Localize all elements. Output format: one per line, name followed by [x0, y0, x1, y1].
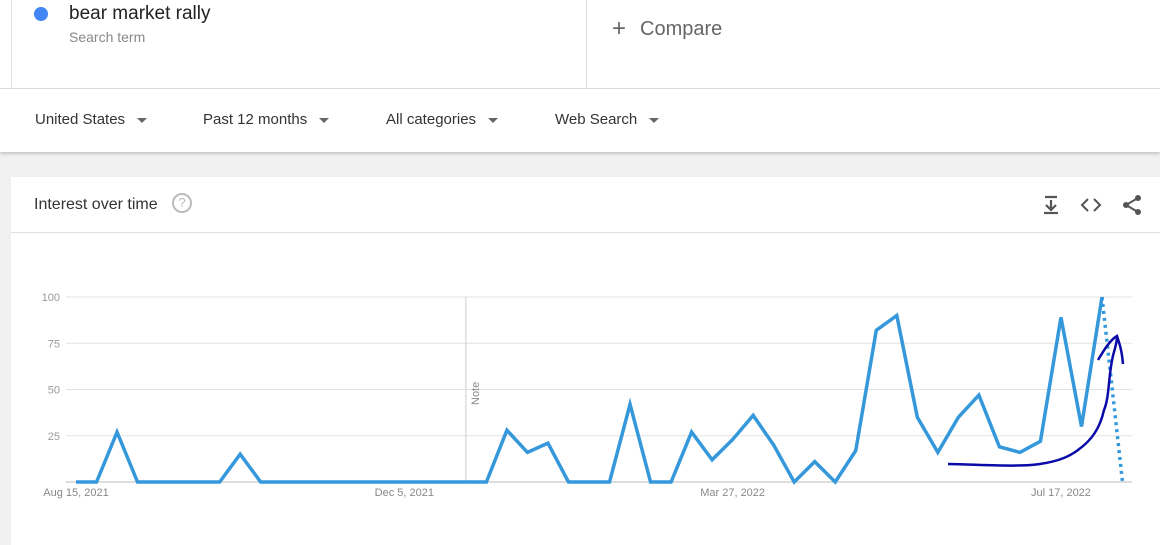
plus-icon: + — [612, 15, 627, 42]
search-type-label: Web Search — [555, 111, 638, 128]
term-color-dot — [34, 7, 48, 21]
annotation-arrowhead-icon — [1096, 334, 1125, 365]
x-tick-label: Jul 17, 2022 — [1031, 487, 1091, 499]
caret-down-icon — [319, 117, 330, 123]
search-type-dropdown[interactable]: Web Search — [555, 111, 660, 128]
download-icon[interactable] — [1039, 193, 1063, 217]
search-term-name[interactable]: bear market rally — [69, 3, 211, 24]
filter-bar: United States Past 12 months All categor… — [0, 89, 1160, 152]
y-tick-label: 25 — [48, 431, 60, 443]
y-tick-label: 100 — [42, 292, 60, 304]
x-tick-label: Dec 5, 2021 — [375, 487, 434, 499]
help-circle-icon[interactable]: ? — [172, 193, 192, 213]
search-header: bear market rally Search term + Compare — [0, 0, 1160, 89]
time-range-dropdown[interactable]: Past 12 months — [203, 111, 330, 128]
compare-button[interactable]: + Compare — [612, 14, 722, 42]
note-label: Note — [470, 382, 482, 405]
caret-down-icon — [137, 117, 148, 123]
y-tick-label: 50 — [48, 385, 60, 397]
caret-down-icon — [488, 117, 499, 123]
x-tick-label: Aug 15, 2021 — [43, 487, 108, 499]
region-dropdown[interactable]: United States — [35, 111, 148, 128]
search-term-subtitle: Search term — [69, 29, 146, 45]
category-label: All categories — [386, 111, 477, 128]
caret-down-icon — [649, 117, 660, 123]
series-line — [76, 296, 1104, 485]
card-title: Interest over time — [34, 196, 158, 213]
region-label: United States — [35, 111, 126, 128]
compare-label: Compare — [640, 18, 723, 40]
embed-code-icon[interactable] — [1079, 193, 1103, 217]
x-tick-label: Mar 27, 2022 — [700, 487, 765, 499]
time-range-label: Past 12 months — [203, 111, 308, 128]
category-dropdown[interactable]: All categories — [386, 111, 499, 128]
y-tick-label: 75 — [48, 338, 60, 350]
card-header: Interest over time ? — [11, 177, 1160, 233]
search-term-card[interactable]: bear market rally Search term — [11, 0, 587, 88]
annotation-curve-arrow — [947, 336, 1119, 467]
share-icon[interactable] — [1120, 193, 1144, 217]
series-line-partial-dotted — [1100, 296, 1125, 483]
